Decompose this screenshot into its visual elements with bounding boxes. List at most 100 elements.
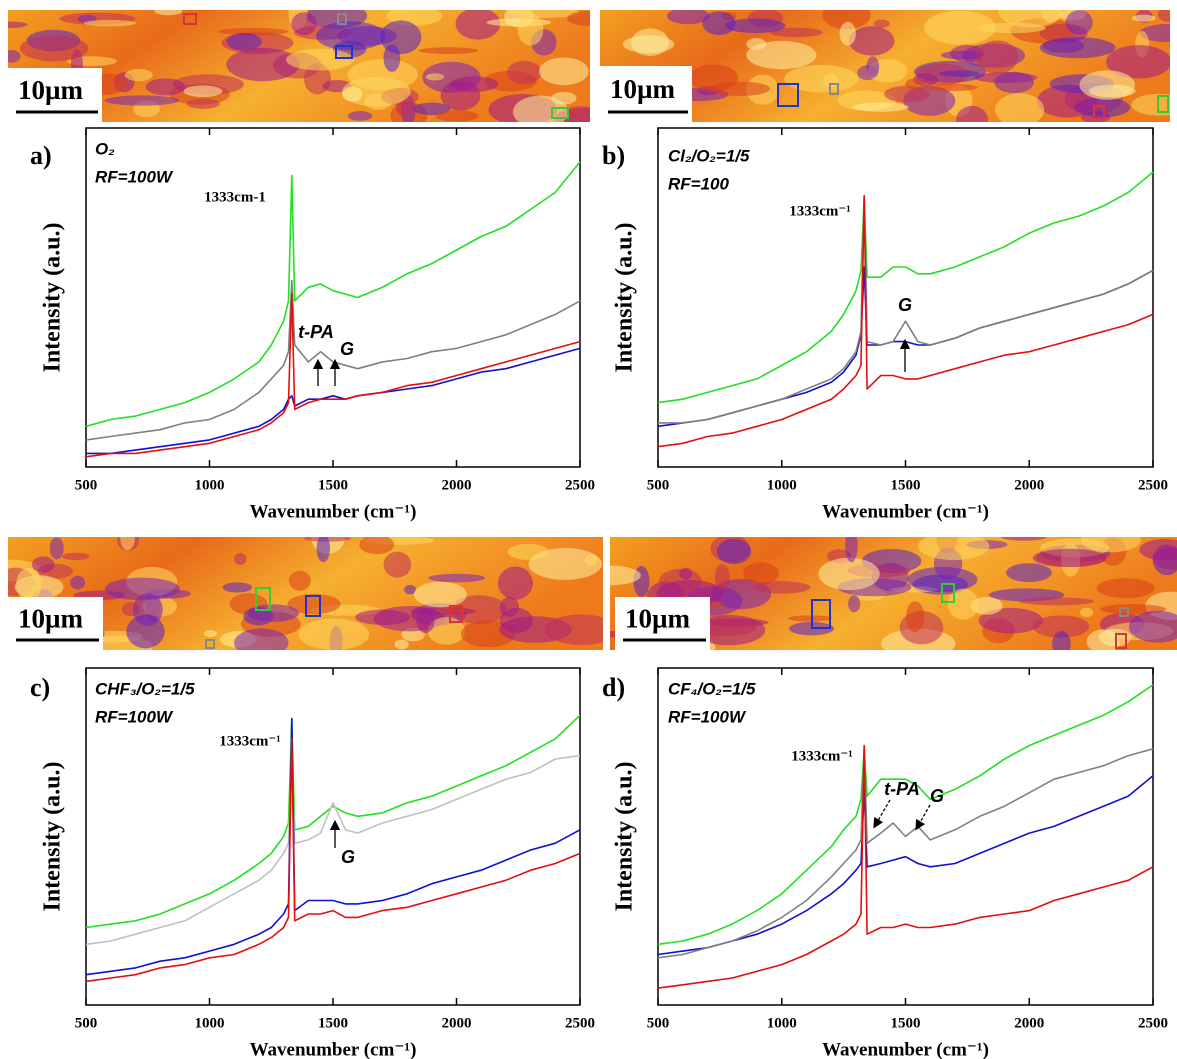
map-patch	[717, 539, 751, 564]
spectrum-line	[86, 281, 580, 440]
spectrum-line	[86, 719, 580, 975]
map-patch	[1001, 533, 1046, 540]
x-tick-label: 1000	[195, 1015, 225, 1031]
spectrum-line	[86, 162, 580, 426]
map-patch	[853, 102, 909, 111]
condition-label: RF=100W	[668, 707, 747, 726]
band-label: G	[341, 847, 355, 867]
map-patch	[518, 13, 544, 46]
map-patch	[1033, 549, 1107, 567]
map-patch	[679, 568, 692, 580]
x-tick-label: 2000	[1014, 477, 1044, 493]
map-patch	[1006, 563, 1052, 582]
x-tick-label: 2500	[565, 477, 595, 493]
panel-label: c)	[30, 673, 50, 702]
map-patch	[498, 566, 533, 599]
map-patch	[849, 26, 894, 55]
band-label: G	[340, 339, 354, 359]
map-patch	[419, 47, 479, 54]
map-patch	[291, 12, 316, 35]
y-axis-label: Intensity (a.u.)	[612, 761, 638, 911]
map-patch	[289, 571, 311, 591]
peak-label: 1333cm-1	[204, 189, 266, 205]
map-patch	[384, 552, 412, 578]
raman-map: 10µm	[0, 521, 618, 658]
x-axis-label: Wavenumber (cm⁻¹)	[822, 501, 989, 522]
map-patch	[840, 22, 856, 46]
map-patch	[126, 615, 164, 649]
map-patch	[784, 65, 858, 93]
map-patch	[508, 544, 549, 560]
map-patch	[715, 564, 730, 591]
scale-bar-label: 10µm	[610, 74, 676, 104]
condition-label: CF₄/O₂=1/5	[668, 679, 756, 698]
spectrum-line	[658, 776, 1153, 955]
x-tick-label: 500	[75, 477, 98, 493]
map-patch	[62, 553, 89, 560]
scale-bar-label: 10µm	[18, 75, 84, 105]
map-patch	[396, 101, 415, 116]
condition-label: O₂	[95, 139, 115, 158]
map-patch	[1041, 0, 1060, 23]
x-tick-label: 1500	[318, 477, 348, 493]
map-patch	[906, 601, 924, 632]
map-patch	[84, 20, 136, 26]
map-patch	[16, 568, 42, 601]
band-arrow	[918, 805, 930, 826]
map-patch	[845, 529, 858, 562]
x-axis-label: Wavenumber (cm⁻¹)	[822, 1039, 989, 1059]
x-tick-label: 1000	[767, 477, 797, 493]
map-patch	[223, 582, 253, 592]
map-patch	[746, 38, 766, 50]
map-patch	[414, 582, 467, 608]
map-patch	[342, 86, 362, 101]
map-patch	[631, 28, 669, 56]
y-axis-label: Intensity (a.u.)	[612, 222, 638, 372]
map-patch	[380, 20, 421, 54]
map-patch	[70, 576, 85, 590]
map-patch	[234, 553, 246, 565]
map-patch	[226, 33, 261, 51]
condition-label: Cl₂/O₂=1/5	[668, 146, 750, 165]
panel-label: d)	[602, 673, 625, 702]
map-patch	[428, 574, 485, 582]
map-patch	[436, 110, 479, 121]
map-patch	[416, 608, 434, 633]
condition-label: CHF₃/O₂=1/5	[95, 679, 195, 698]
spectrum-line	[86, 348, 580, 453]
condition-label: RF=100W	[95, 167, 174, 186]
map-patch	[667, 8, 709, 25]
band-arrow	[876, 800, 890, 824]
map-patch	[146, 78, 186, 95]
map-patch	[1040, 37, 1116, 58]
map-patch	[905, 79, 924, 90]
x-tick-label: 1000	[767, 1015, 797, 1031]
map-patch	[50, 537, 64, 559]
map-patch	[500, 608, 533, 633]
condition-label: RF=100	[668, 174, 729, 193]
map-patch	[544, 614, 617, 645]
x-tick-label: 1500	[891, 477, 921, 493]
map-patch	[154, 7, 182, 15]
band-label: G	[930, 786, 944, 806]
map-patch	[286, 49, 354, 71]
band-label: t-PA	[884, 779, 920, 799]
map-patch	[20, 35, 88, 61]
map-patch	[348, 111, 372, 121]
map-patch	[743, 562, 779, 584]
page: 10µm 500 1000 1500 2000 2500 Wavenumber (cm⁻¹)…	[0, 0, 1177, 1059]
map-patch	[234, 628, 288, 657]
map-patch	[939, 70, 979, 77]
spectrum-line	[86, 756, 580, 945]
x-tick-label: 1500	[318, 1015, 348, 1031]
spectrum-line	[86, 294, 580, 457]
map-patch	[1158, 7, 1177, 22]
x-tick-label: 500	[647, 477, 670, 493]
x-tick-label: 2000	[442, 477, 472, 493]
map-patch	[204, 630, 217, 637]
map-patch	[725, 19, 786, 34]
raman-map: 10µm	[581, 523, 1177, 658]
panel-label: a)	[30, 141, 52, 170]
map-patch	[976, 40, 1018, 74]
map-patch	[918, 532, 989, 560]
